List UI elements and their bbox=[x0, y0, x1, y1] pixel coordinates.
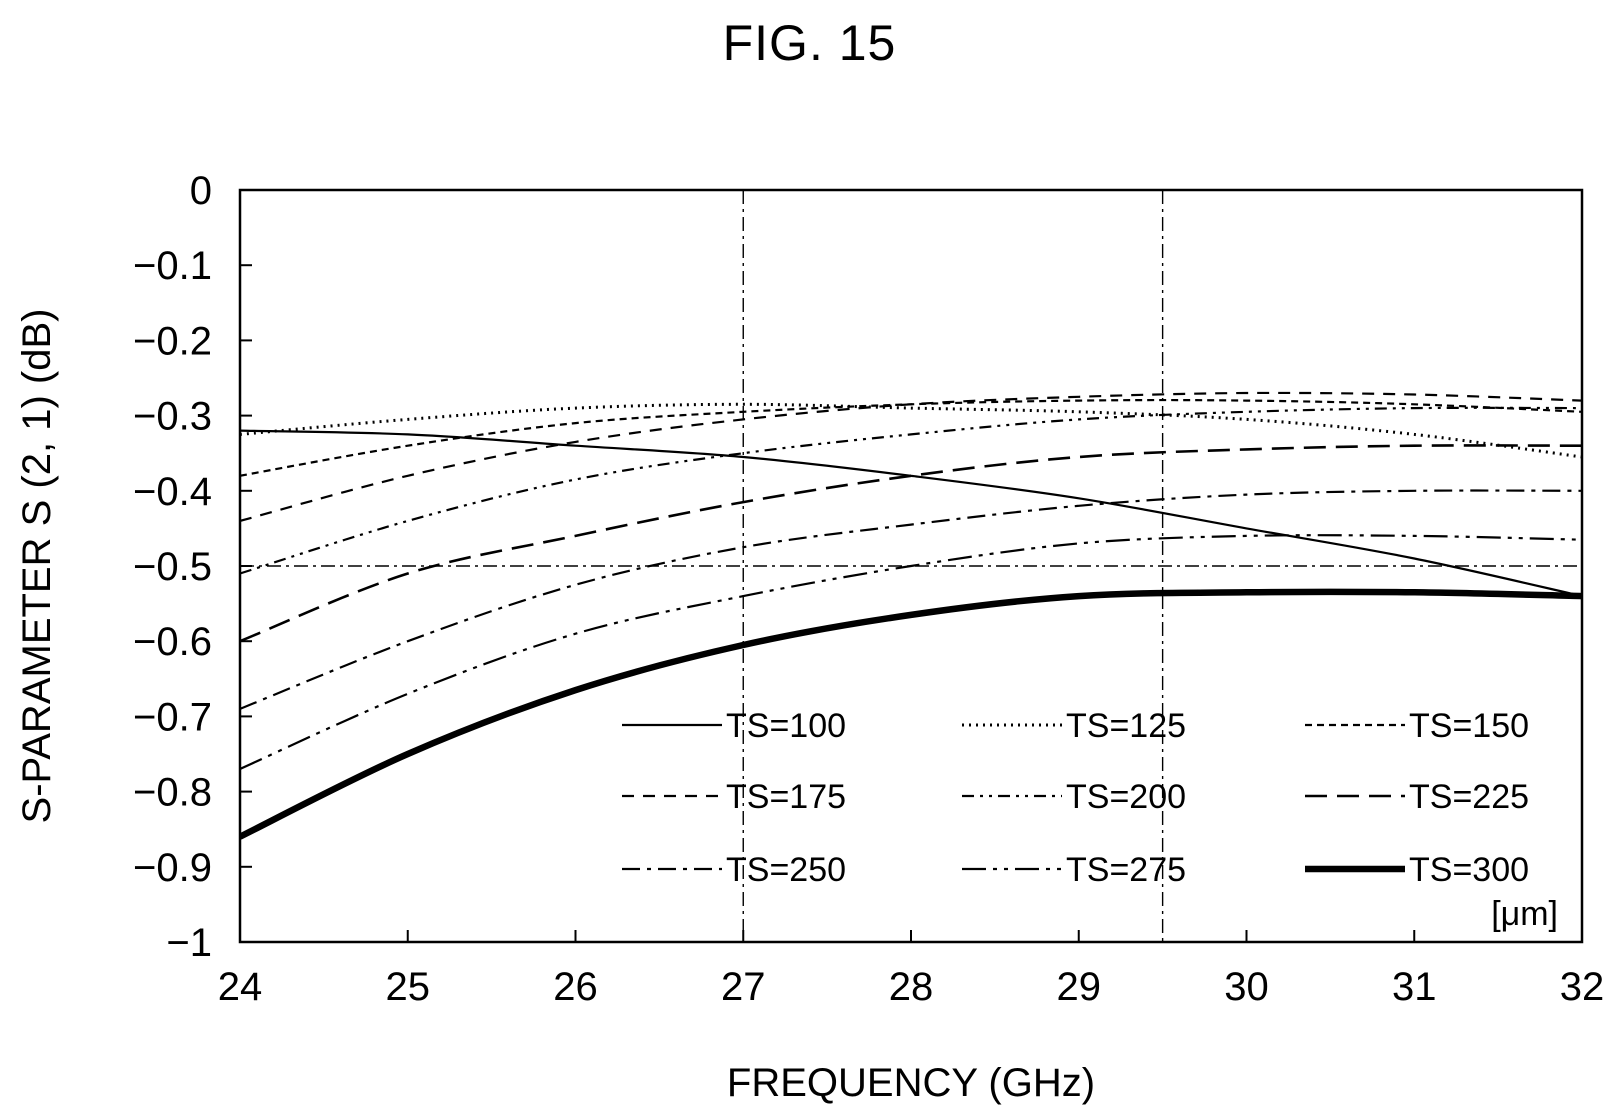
figure-title: FIG. 15 bbox=[722, 15, 897, 71]
legend: TS=100 TS=125 TS=150 TS=175 TS=200 TS=225 TS=2… bbox=[622, 707, 1529, 889]
y-tick-label: −0.1 bbox=[133, 244, 212, 288]
y-tick-label: −0.8 bbox=[133, 771, 212, 815]
y-tick-label: −0.4 bbox=[133, 470, 212, 514]
y-tick-label: −1 bbox=[166, 921, 212, 965]
x-tick-label: 26 bbox=[553, 965, 598, 1009]
series-line-ts-150 bbox=[240, 398, 1582, 477]
series-line-ts-100 bbox=[240, 429, 1582, 598]
series-line-ts-175 bbox=[240, 391, 1582, 522]
series-line-ts-250 bbox=[240, 489, 1582, 710]
y-tick-label: −0.2 bbox=[133, 319, 212, 363]
axis-ticks bbox=[239, 189, 1583, 943]
legend-label: TS=175 bbox=[726, 778, 846, 816]
x-tick-label: 25 bbox=[386, 965, 431, 1009]
y-tick-label: −0.7 bbox=[133, 695, 212, 739]
legend-label: TS=250 bbox=[726, 851, 846, 889]
x-tick-label: 28 bbox=[889, 965, 934, 1009]
legend-unit-label: [μm] bbox=[1491, 895, 1558, 933]
reference-lines bbox=[240, 190, 1582, 942]
series-line-ts-225 bbox=[240, 444, 1582, 643]
series-line-ts-300 bbox=[240, 588, 1582, 840]
x-tick-label: 30 bbox=[1224, 965, 1269, 1009]
x-tick-label: 24 bbox=[218, 965, 263, 1009]
y-tick-label: −0.5 bbox=[133, 545, 212, 589]
legend-label: TS=150 bbox=[1409, 707, 1529, 745]
legend-label: TS=100 bbox=[726, 707, 846, 745]
legend-label: TS=300 bbox=[1409, 851, 1529, 889]
y-tick-label: 0 bbox=[190, 169, 212, 213]
legend-label: TS=200 bbox=[1066, 778, 1186, 816]
x-tick-label: 27 bbox=[721, 965, 766, 1009]
x-axis-title: FREQUENCY (GHz) bbox=[727, 1061, 1095, 1105]
legend-label: TS=275 bbox=[1066, 851, 1186, 889]
legend-label: TS=225 bbox=[1409, 778, 1529, 816]
y-tick-label: −0.9 bbox=[133, 846, 212, 890]
series-line-ts-200 bbox=[240, 406, 1582, 575]
series-lines bbox=[240, 391, 1582, 840]
series-line-ts-275 bbox=[240, 534, 1582, 771]
legend-label: TS=125 bbox=[1066, 707, 1186, 745]
y-tick-label: −0.6 bbox=[133, 620, 212, 664]
y-tick-label: −0.3 bbox=[133, 395, 212, 439]
y-tick-labels: 0 −0.1 −0.2 −0.3 −0.4 −0.5 −0.6 −0.7 −0.8 −0.9 −1 bbox=[133, 169, 212, 965]
x-tick-label: 29 bbox=[1057, 965, 1102, 1009]
x-tick-labels: 24 25 26 27 28 29 30 31 32 bbox=[218, 965, 1605, 1009]
x-tick-label: 31 bbox=[1392, 965, 1437, 1009]
series-line-ts-125 bbox=[240, 402, 1582, 459]
y-axis-title: S-PARAMETER S (2, 1) (dB) bbox=[15, 309, 59, 824]
x-tick-label: 32 bbox=[1560, 965, 1605, 1009]
